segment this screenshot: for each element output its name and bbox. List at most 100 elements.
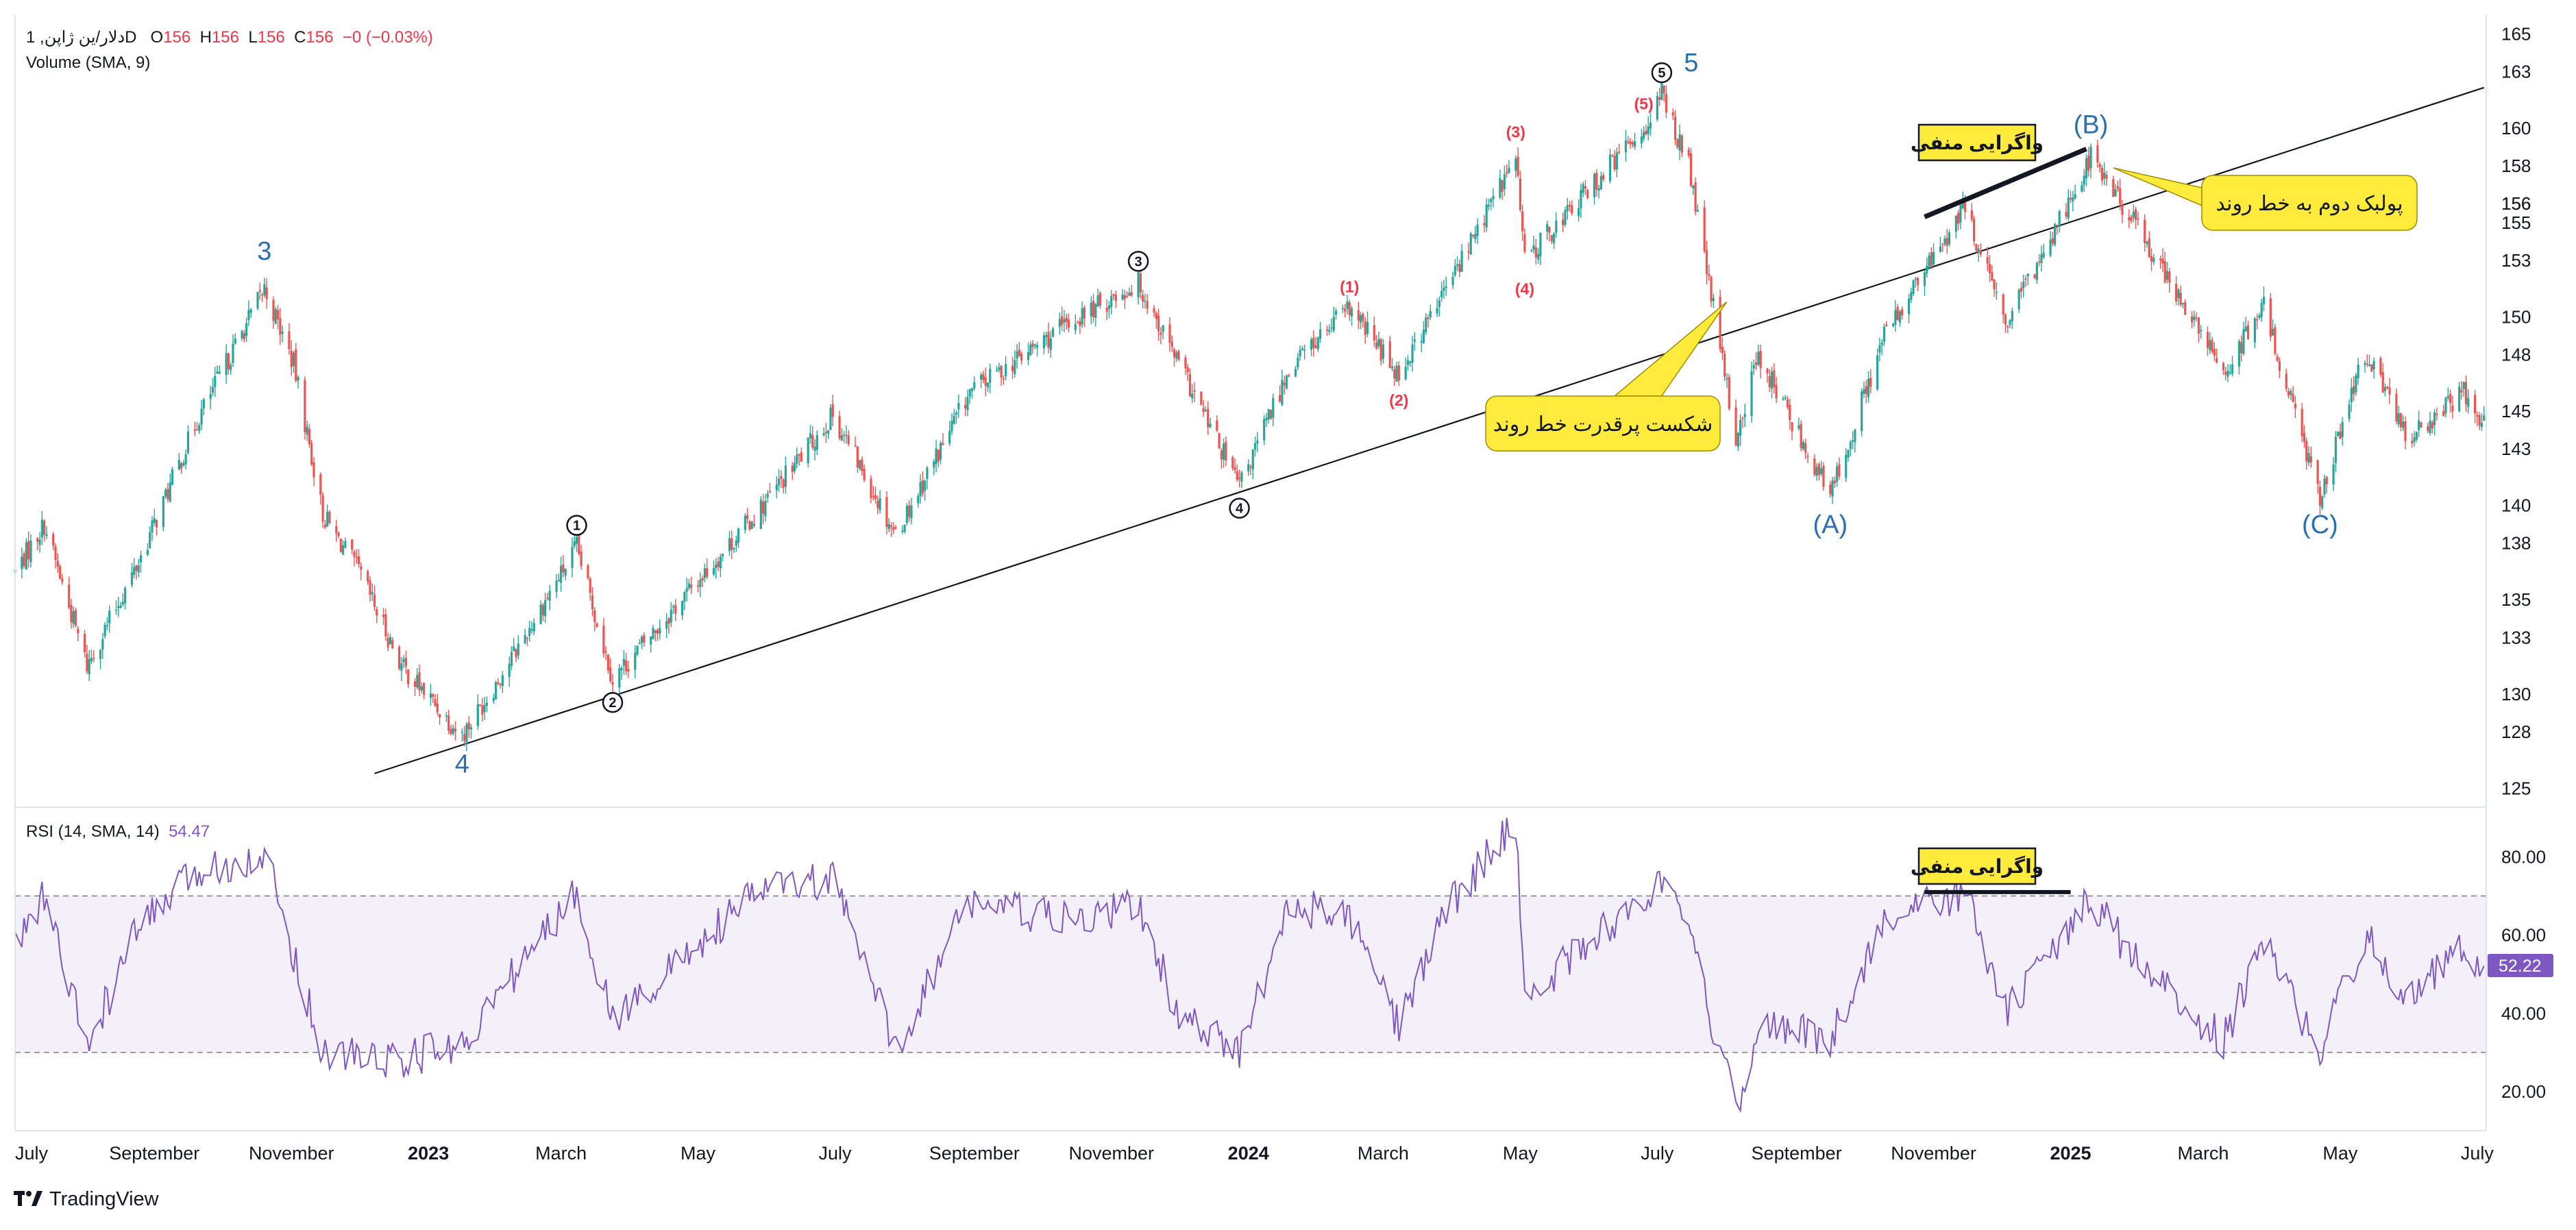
candle-body: [463, 734, 466, 741]
rsi-legend[interactable]: RSI (14, SMA, 14) 54.47: [26, 822, 210, 841]
candle-body: [1063, 319, 1066, 323]
candle-body: [58, 566, 62, 579]
candle-body: [731, 538, 733, 550]
candle-body: [984, 377, 987, 386]
candle-body: [2301, 408, 2303, 436]
candle-body: [948, 430, 951, 444]
candle-body: [1188, 373, 1192, 397]
candle-body: [1020, 354, 1023, 361]
candle-body: [2339, 431, 2342, 439]
candle-body: [950, 421, 953, 432]
candle-body: [777, 478, 781, 486]
candle-body: [1144, 300, 1146, 302]
candle-body: [1896, 307, 1899, 320]
candle-body: [670, 609, 672, 623]
tradingview-logo[interactable]: TradingView: [14, 1188, 159, 1211]
candle-body: [23, 553, 25, 567]
candle-body: [1813, 458, 1816, 475]
candle-body: [93, 658, 95, 660]
low-value: 156: [257, 28, 285, 47]
candle-body: [544, 600, 547, 617]
candle-body: [1741, 417, 1744, 419]
time-tick-label: 2025: [2050, 1143, 2091, 1164]
candle-body: [1377, 339, 1380, 347]
candle-body: [1186, 367, 1189, 373]
candle-body: [1917, 278, 1919, 285]
candle-body: [1885, 325, 1888, 327]
candle-body: [791, 465, 794, 472]
candle-body: [1299, 349, 1301, 357]
candle-body: [2144, 219, 2146, 243]
candle-body: [337, 532, 340, 537]
annotations-layer: واگرایی منفی شکست پرقدرت خط روند پولبک دوم…: [1485, 123, 2418, 894]
symbol-name[interactable]: دلار/ین ژاپن, 1D: [26, 28, 137, 47]
candle-body: [2119, 188, 2122, 204]
candle-body: [357, 556, 360, 564]
candle-body: [2197, 317, 2200, 334]
candle-body: [342, 545, 345, 555]
candle-body: [2383, 386, 2387, 391]
candle-body: [1928, 255, 1930, 267]
tradingview-logo-icon: [14, 1190, 42, 1206]
candle-body: [706, 568, 709, 577]
candle-body: [780, 476, 783, 480]
low-label: L: [248, 28, 258, 47]
candle-body: [214, 376, 217, 387]
candle-body: [1061, 316, 1064, 325]
candle-body: [1508, 167, 1510, 173]
volume-legend[interactable]: Volume (SMA, 9): [26, 53, 150, 73]
candle-body: [276, 310, 280, 320]
candle-body: [2366, 363, 2368, 365]
candle-body: [1236, 471, 1238, 480]
candle-body: [101, 639, 104, 650]
candle-body: [879, 498, 881, 511]
candle-body: [447, 715, 450, 731]
candle-body: [1948, 232, 1951, 245]
candle-body: [656, 630, 659, 634]
candle-body: [937, 450, 940, 462]
candle-body: [596, 623, 598, 627]
candle-body: [1096, 295, 1099, 307]
candle-body: [921, 480, 924, 494]
candle-body: [1471, 235, 1475, 236]
candle-body: [940, 443, 942, 460]
candle-body: [1521, 211, 1524, 232]
candle-body: [61, 578, 64, 582]
candle-body: [1599, 175, 1602, 189]
candle-body: [1849, 442, 1852, 450]
candle-body: [1930, 252, 1933, 266]
tradingview-brand-text: TradingView: [49, 1188, 159, 1210]
candle-body: [2022, 282, 2025, 288]
candle-body: [130, 572, 134, 585]
candle-body: [1490, 199, 1493, 202]
candle-body: [1395, 365, 1398, 382]
candle-body: [1314, 345, 1317, 348]
candle-body: [1420, 341, 1423, 343]
candle-body: [667, 618, 670, 624]
candle-body: [562, 564, 565, 573]
candle-body: [1344, 308, 1347, 312]
candle-body: [1319, 329, 1322, 339]
candle-body: [2024, 278, 2027, 280]
candle-body: [625, 660, 628, 672]
candle-body: [1139, 273, 1142, 293]
wave-label-minor: (1): [1340, 278, 1359, 295]
candle-body: [1220, 450, 1223, 460]
pullback-label: پولبک دوم به خط روند: [2216, 193, 2403, 216]
candle-body: [321, 495, 324, 522]
candle-body: [1107, 306, 1111, 309]
candle-body: [1253, 443, 1257, 450]
candle-body: [1618, 151, 1621, 153]
candle-body: [40, 519, 43, 538]
candle-body: [2242, 329, 2245, 354]
candle-body: [249, 309, 252, 313]
candle-body: [1831, 480, 1834, 497]
candle-body: [1602, 175, 1605, 180]
candle-body: [2020, 288, 2023, 292]
candle-body: [119, 605, 122, 608]
candle-body: [1719, 297, 1721, 349]
candle-body: [1800, 423, 1802, 448]
candle-body: [1251, 449, 1254, 470]
candle-body: [2011, 310, 2013, 322]
